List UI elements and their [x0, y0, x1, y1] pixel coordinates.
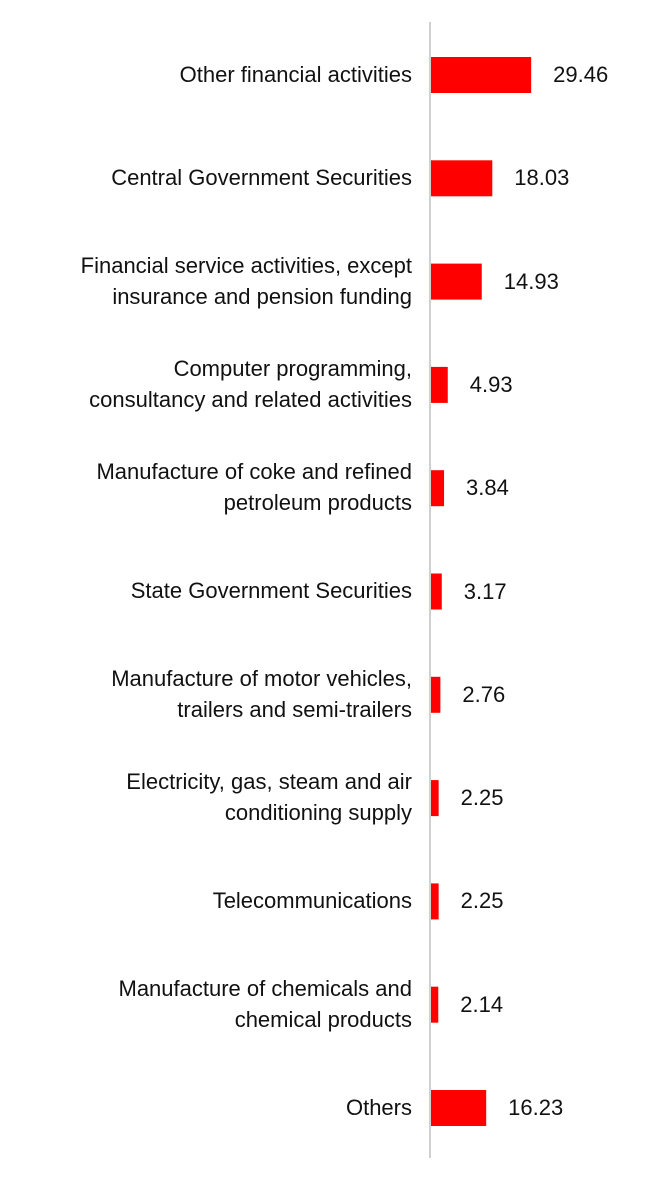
- category-label-4: Manufacture of coke and refined petroleum…: [32, 456, 412, 518]
- bar-6: [431, 676, 441, 713]
- category-label-line: Financial service activities, except: [80, 252, 412, 278]
- category-label-10: Others: [32, 1092, 412, 1123]
- bar-9: [431, 986, 439, 1023]
- data-label-10: 16.23: [508, 1095, 564, 1120]
- data-label-4: 3.84: [466, 475, 509, 501]
- category-label-line: Telecommunications: [212, 887, 412, 913]
- category-label-9: Manufacture of chemicals and chemical pro…: [32, 973, 413, 1035]
- category-label-1: Central Government Securities: [32, 162, 412, 193]
- category-label-8: Telecommunications: [32, 885, 412, 916]
- data-label-2: 14.93: [503, 268, 559, 294]
- bar-8: [431, 883, 439, 920]
- category-label-line: Manufacture of motor vehicles,: [111, 665, 412, 691]
- category-label-line: trailers and semi-trailers: [177, 696, 412, 722]
- category-label-3: Computer programming, consultancy and rel…: [32, 353, 412, 415]
- bar-5: [431, 573, 442, 610]
- data-label-6: 2.76: [462, 681, 506, 707]
- category-label-6: Manufacture of motor vehicles, trailers a…: [32, 663, 412, 725]
- category-label-line: Central Government Securities: [111, 164, 412, 190]
- bar-2: [431, 263, 482, 300]
- data-label-3: 4.93: [469, 371, 513, 397]
- category-label-line: insurance and pension funding: [112, 283, 412, 309]
- category-label-2: Financial service activities, except insu…: [32, 250, 412, 312]
- bar-1: [431, 160, 493, 197]
- category-label-5: State Government Securities: [32, 575, 412, 606]
- category-label-line: Computer programming,: [173, 355, 412, 381]
- data-label-0: 29.46: [553, 62, 609, 87]
- category-label-line: State Government Securities: [130, 578, 412, 603]
- category-label-line: Other financial activities: [179, 61, 412, 87]
- category-label-0: Other financial activities: [32, 59, 412, 90]
- data-label-9: 2.14: [460, 991, 504, 1017]
- category-label-7: Electricity, gas, steam and air condition…: [32, 766, 412, 828]
- category-label-line: Manufacture of chemicals and: [118, 975, 413, 1001]
- category-label-line: consultancy and related activities: [89, 386, 412, 412]
- bar-4: [431, 470, 445, 507]
- data-label-5: 3.17: [463, 578, 507, 604]
- bar-3: [431, 366, 448, 403]
- bar-0: [431, 57, 532, 93]
- data-label-7: 2.25: [460, 785, 504, 811]
- category-label-line: Electricity, gas, steam and air: [126, 769, 412, 795]
- bar-10: [431, 1090, 487, 1126]
- data-label-8: 2.25: [460, 888, 504, 914]
- category-label-line: conditioning supply: [224, 800, 412, 826]
- category-label-line: petroleum products: [223, 490, 412, 516]
- data-label-1: 18.03: [514, 165, 570, 191]
- category-label-line: Manufacture of coke and refined: [96, 459, 412, 485]
- category-label-line: Others: [345, 1094, 412, 1120]
- bar-7: [431, 780, 439, 817]
- category-label-line: chemical products: [234, 1006, 412, 1032]
